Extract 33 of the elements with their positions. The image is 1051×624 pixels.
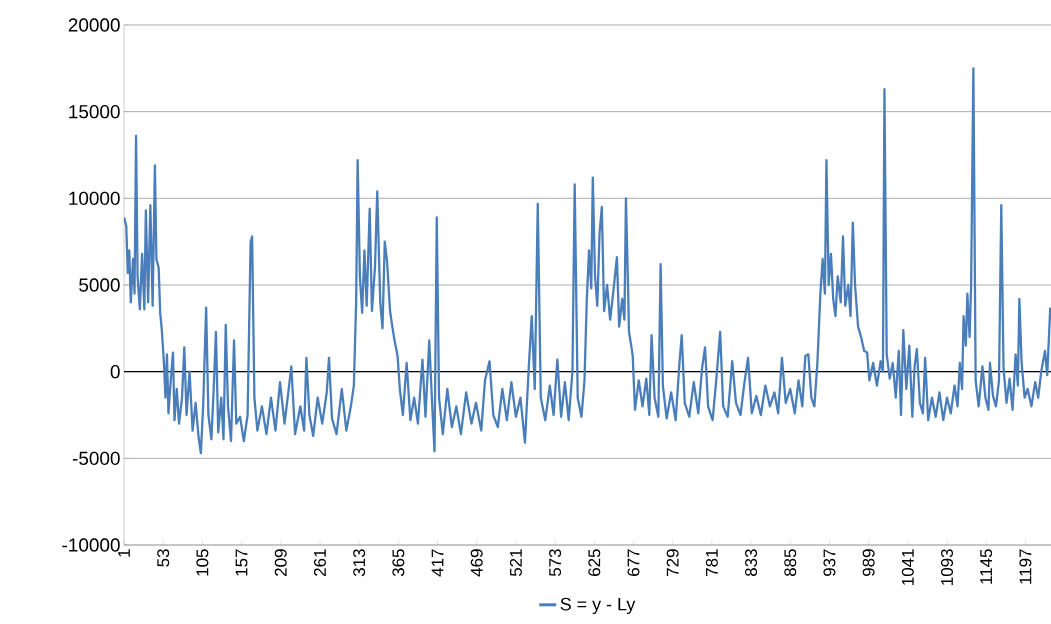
legend-label: S = y - Ly (560, 597, 636, 615)
x-tick-label: 53 (157, 549, 170, 567)
y-tick-label: 20000 (68, 18, 120, 32)
x-tick-label: 729 (666, 549, 679, 576)
y-tick-label: 15000 (69, 104, 120, 119)
x-tick-label: 469 (470, 549, 483, 577)
x-tick-label: 989 (862, 549, 875, 576)
line-series (124, 67, 1051, 455)
x-tick-label: 105 (196, 549, 209, 576)
x-tick-label: 885 (784, 549, 797, 577)
x-tick-label: 1093 (941, 549, 954, 585)
y-tick-label: 0 (110, 364, 120, 379)
x-tick-label: 261 (313, 549, 326, 576)
x-tick-label: 937 (823, 549, 836, 576)
x-tick-label: 365 (392, 549, 405, 577)
x-tick-label: 1 (118, 549, 130, 557)
x-tick-label: 677 (627, 549, 640, 576)
x-tick-label: 313 (353, 549, 366, 577)
y-tick-label: -10000 (62, 538, 120, 552)
x-tick-label: 209 (274, 549, 287, 576)
x-tick-label: 625 (588, 549, 601, 576)
x-tick-label: 781 (705, 549, 718, 576)
x-tick-label: 1145 (980, 549, 993, 584)
x-tick-label: 573 (549, 549, 562, 577)
x-tick-label: 157 (235, 549, 248, 576)
x-tick-label: 1041 (901, 549, 914, 585)
x-tick-label: 521 (509, 549, 522, 577)
x-tick-label: 833 (745, 549, 758, 577)
y-tick-label: 5000 (79, 278, 120, 292)
y-tick-label: -5000 (72, 451, 120, 466)
x-tick-label: 417 (431, 549, 444, 577)
x-tick-label: 1197 (1019, 549, 1032, 584)
y-tick-label: 10000 (69, 191, 120, 206)
